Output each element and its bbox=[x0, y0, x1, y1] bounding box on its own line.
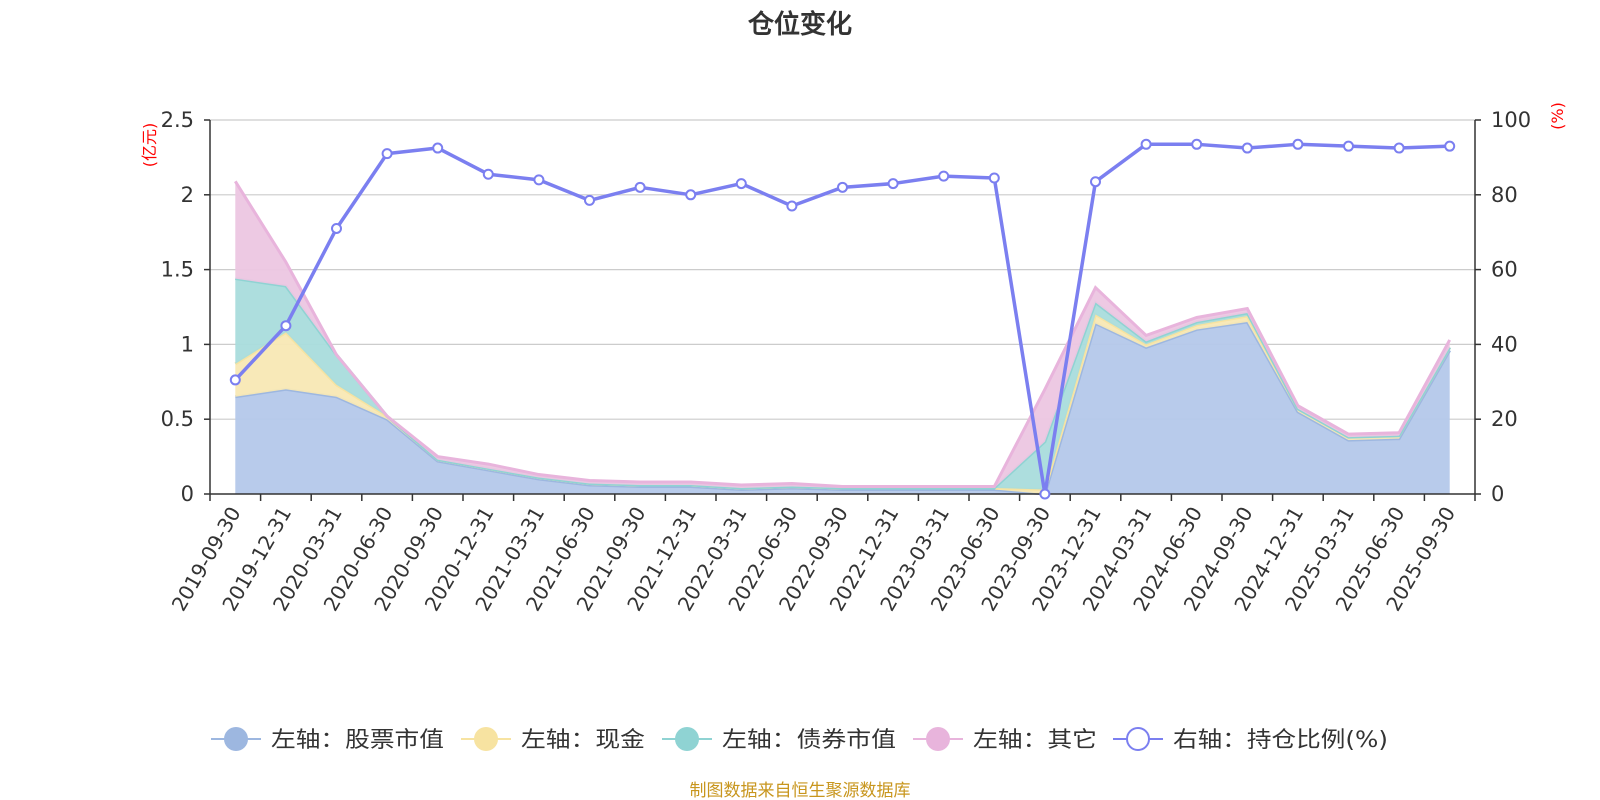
left-tick-label: 1 bbox=[181, 332, 194, 356]
legend-marker bbox=[224, 727, 248, 751]
legend-label: 右轴：持仓比例(%) bbox=[1173, 728, 1388, 753]
source-note: 制图数据来自恒生聚源数据库 bbox=[690, 781, 911, 800]
chart-title: 仓位变化 bbox=[747, 9, 852, 40]
ratio-point bbox=[685, 189, 697, 201]
right-tick-label: 60 bbox=[1491, 258, 1518, 282]
ratio-point bbox=[887, 178, 899, 190]
ratio-point bbox=[533, 174, 545, 186]
ratio-point bbox=[381, 148, 393, 160]
ratio-point bbox=[634, 181, 646, 193]
legend-marker bbox=[926, 727, 950, 751]
right-tick-label: 0 bbox=[1491, 482, 1504, 506]
left-tick-label: 0 bbox=[181, 482, 194, 506]
area-edge-左轴：其它 bbox=[234, 180, 1452, 489]
ratio-point bbox=[837, 181, 848, 193]
axes bbox=[209, 120, 1476, 495]
ratio-point bbox=[1191, 138, 1203, 150]
ratio-point bbox=[1090, 176, 1101, 188]
legend-item[interactable]: 左轴：债券市值 bbox=[662, 727, 896, 753]
left-tick-label: 1.5 bbox=[161, 258, 194, 282]
y-axis-labels: 0 0.5 1 1.5 2 2.5 0 20 40 60 80 100 bbox=[161, 108, 1532, 506]
right-axis-unit: (%) bbox=[1548, 102, 1567, 130]
ratio-point bbox=[280, 320, 292, 332]
left-tick-label: 2.5 bbox=[161, 108, 194, 132]
legend-marker bbox=[474, 727, 498, 751]
legend: 左轴：股票市值 左轴：现金 左轴：债券市值 左轴：其它 右轴：持仓比例(%) bbox=[211, 727, 1388, 753]
ratio-point bbox=[432, 142, 444, 154]
legend-item[interactable]: 左轴：现金 bbox=[461, 727, 645, 753]
legend-label: 左轴：债券市值 bbox=[722, 728, 896, 753]
ratio-point bbox=[331, 222, 342, 234]
legend-item[interactable]: 左轴：股票市值 bbox=[211, 727, 444, 753]
stacked-areas bbox=[234, 180, 1452, 496]
ratio-point bbox=[1140, 138, 1152, 150]
right-tick-label: 100 bbox=[1491, 108, 1531, 132]
legend-item[interactable]: 右轴：持仓比例(%) bbox=[1113, 727, 1388, 753]
legend-marker bbox=[675, 727, 699, 751]
right-tick-label: 40 bbox=[1491, 332, 1518, 356]
legend-label: 左轴：现金 bbox=[521, 728, 645, 753]
ratio-point bbox=[786, 200, 798, 212]
legend-marker bbox=[1126, 727, 1150, 751]
right-tick-label: 20 bbox=[1491, 407, 1518, 431]
ratio-point bbox=[1292, 138, 1304, 150]
legend-label: 左轴：其它 bbox=[973, 728, 1097, 753]
ratio-point bbox=[1039, 488, 1051, 500]
ratio-point bbox=[1444, 140, 1456, 152]
ratio-point bbox=[1393, 142, 1405, 154]
ratio-line-series bbox=[229, 138, 1456, 500]
ratio-point bbox=[584, 194, 595, 206]
left-tick-label: 2 bbox=[181, 183, 194, 207]
ratio-point bbox=[735, 178, 747, 190]
ratio-point bbox=[1343, 140, 1354, 152]
x-axis-labels: 2019-09-302019-12-312020-03-312020-06-30… bbox=[167, 494, 1476, 615]
ratio-point bbox=[938, 170, 950, 182]
left-tick-label: 0.5 bbox=[161, 407, 194, 431]
ratio-point bbox=[988, 172, 1000, 184]
grid-lines bbox=[210, 119, 1475, 420]
ratio-point bbox=[229, 374, 241, 386]
ratio-point bbox=[482, 168, 494, 180]
right-tick-label: 80 bbox=[1491, 183, 1518, 207]
legend-label: 左轴：股票市值 bbox=[271, 728, 444, 753]
legend-item[interactable]: 左轴：其它 bbox=[913, 727, 1097, 753]
left-axis-unit: (亿元) bbox=[140, 123, 159, 168]
ratio-point bbox=[1241, 142, 1253, 154]
area-左轴：股票市值 bbox=[235, 321, 1450, 494]
